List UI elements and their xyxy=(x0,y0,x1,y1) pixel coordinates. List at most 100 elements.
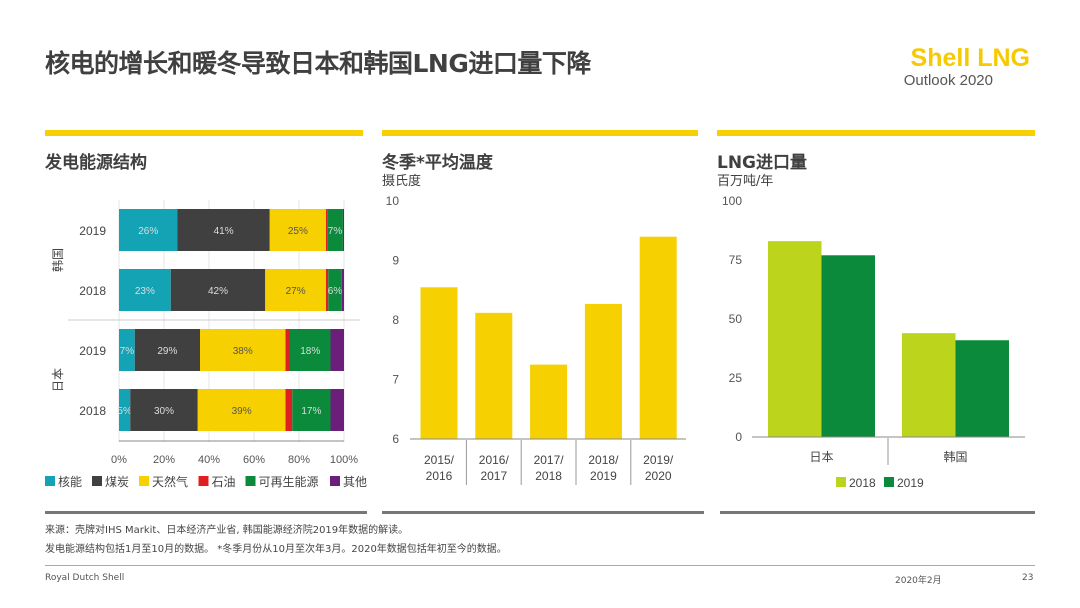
bottom-divider xyxy=(45,511,367,514)
bottom-divider xyxy=(720,511,1035,514)
bar-segment-石油 xyxy=(285,329,290,371)
bar-segment-其他 xyxy=(330,329,344,371)
bar-segment-煤炭 xyxy=(130,389,198,431)
legend-swatch xyxy=(45,476,55,486)
bar xyxy=(530,364,568,439)
x-tick-label: 2015/ xyxy=(424,453,455,467)
bar-segment-煤炭 xyxy=(170,269,266,311)
bar-segment-天然气 xyxy=(265,269,326,311)
legend-label: 煤炭 xyxy=(105,475,129,489)
data-label: 17% xyxy=(301,406,321,417)
y-tick-label: 25 xyxy=(729,371,743,385)
y-tick-label: 100 xyxy=(722,194,742,208)
y-tick-label: 7 xyxy=(392,373,399,387)
y-tick-label: 2018 xyxy=(79,404,106,418)
legend-swatch xyxy=(836,477,846,487)
x-tick-label: 日本 xyxy=(809,450,833,464)
group-label: 韩国 xyxy=(50,248,65,272)
legend-swatch xyxy=(884,477,894,487)
legend-swatch xyxy=(92,476,102,486)
bar-segment-核能 xyxy=(119,209,178,251)
bar-segment-煤炭 xyxy=(177,209,270,251)
data-label: 23% xyxy=(135,286,155,297)
bar-2018 xyxy=(768,241,822,437)
x-tick-label: 2016/ xyxy=(479,453,510,467)
chart1-title: 发电能源结构 xyxy=(45,153,147,173)
data-label: 42% xyxy=(208,286,228,297)
legend-label: 2019 xyxy=(897,476,924,490)
y-tick-label: 0 xyxy=(735,430,742,444)
x-tick-label: 2017 xyxy=(480,469,507,483)
legend-label: 其他 xyxy=(343,475,367,489)
data-label: 25% xyxy=(288,226,308,237)
x-tick-label: 2018/ xyxy=(588,453,619,467)
bar-segment-核能 xyxy=(119,389,131,431)
page-title: 核电的增长和暖冬导致日本和韩国LNG进口量下降 xyxy=(45,49,591,78)
legend-label: 核能 xyxy=(58,475,82,489)
data-label: 18% xyxy=(300,346,320,357)
bar-segment-核能 xyxy=(119,269,171,311)
data-label: 7% xyxy=(328,226,343,237)
x-tick-label: 2017/ xyxy=(534,453,565,467)
data-label: 41% xyxy=(214,226,234,237)
y-tick-label: 2019 xyxy=(79,344,106,358)
y-tick-label: 2018 xyxy=(79,284,106,298)
bar-2019 xyxy=(955,340,1009,437)
bar-segment-可再生能源 xyxy=(327,209,343,251)
bar-segment-天然气 xyxy=(197,389,286,431)
chart3-title: LNG进口量 xyxy=(717,153,808,173)
bar-segment-可再生能源 xyxy=(328,269,342,311)
bar xyxy=(420,287,458,439)
bottom-divider xyxy=(382,511,704,514)
panel-divider xyxy=(382,130,698,136)
x-tick-label: 100% xyxy=(330,454,358,466)
data-label: 6% xyxy=(328,286,343,297)
logo-subtitle: Outlook 2020 xyxy=(903,72,993,89)
bar-segment-天然气 xyxy=(269,209,326,251)
x-tick-label: 2016 xyxy=(426,469,453,483)
data-note: 发电能源结构包括1月至10月的数据。 *冬季月份从10月至次年3月。2020年数… xyxy=(45,544,507,555)
legend-label: 天然气 xyxy=(152,474,188,489)
data-label: 27% xyxy=(286,286,306,297)
y-tick-label: 50 xyxy=(729,312,743,326)
data-label: 39% xyxy=(232,406,252,417)
x-tick-label: 20% xyxy=(153,454,175,466)
footer-company: Royal Dutch Shell xyxy=(45,573,125,583)
bar-segment-其他 xyxy=(342,209,344,251)
footer-divider xyxy=(45,565,1035,566)
data-label: 38% xyxy=(233,346,253,357)
x-tick-label: 0% xyxy=(111,454,127,466)
footer-date: 2020年2月 xyxy=(895,576,942,586)
legend-label: 2018 xyxy=(849,476,876,490)
data-label: 5% xyxy=(117,406,132,417)
bar xyxy=(639,236,677,439)
y-tick-label: 9 xyxy=(392,254,399,268)
legend-swatch xyxy=(330,476,340,486)
bar-segment-石油 xyxy=(326,269,329,311)
chart2-title: 冬季*平均温度 xyxy=(382,153,493,173)
x-tick-label: 韩国 xyxy=(943,449,967,464)
data-label: 26% xyxy=(138,226,158,237)
y-tick-label: 6 xyxy=(392,432,399,446)
group-label: 日本 xyxy=(51,368,65,392)
x-tick-label: 2019/ xyxy=(643,453,674,467)
x-tick-label: 40% xyxy=(198,454,220,466)
bar-segment-石油 xyxy=(285,389,293,431)
bar-segment-可再生能源 xyxy=(292,389,331,431)
legend-label: 可再生能源 xyxy=(259,475,319,489)
x-tick-label: 2020 xyxy=(645,469,672,483)
page-number: 23 xyxy=(1022,573,1034,583)
legend-swatch xyxy=(139,476,149,486)
legend-label: 石油 xyxy=(212,475,236,489)
bar-segment-核能 xyxy=(119,329,135,371)
x-tick-label: 2019 xyxy=(590,469,617,483)
bar-segment-天然气 xyxy=(200,329,286,371)
bar-segment-石油 xyxy=(326,209,328,251)
data-label: 29% xyxy=(157,346,177,357)
data-label: 30% xyxy=(154,406,174,417)
chart2-unit: 摄氏度 xyxy=(382,174,422,189)
y-tick-label: 2019 xyxy=(79,224,106,238)
x-tick-label: 80% xyxy=(288,454,310,466)
chart3-unit: 百万吨/年 xyxy=(717,174,774,189)
x-tick-label: 2018 xyxy=(535,469,562,483)
